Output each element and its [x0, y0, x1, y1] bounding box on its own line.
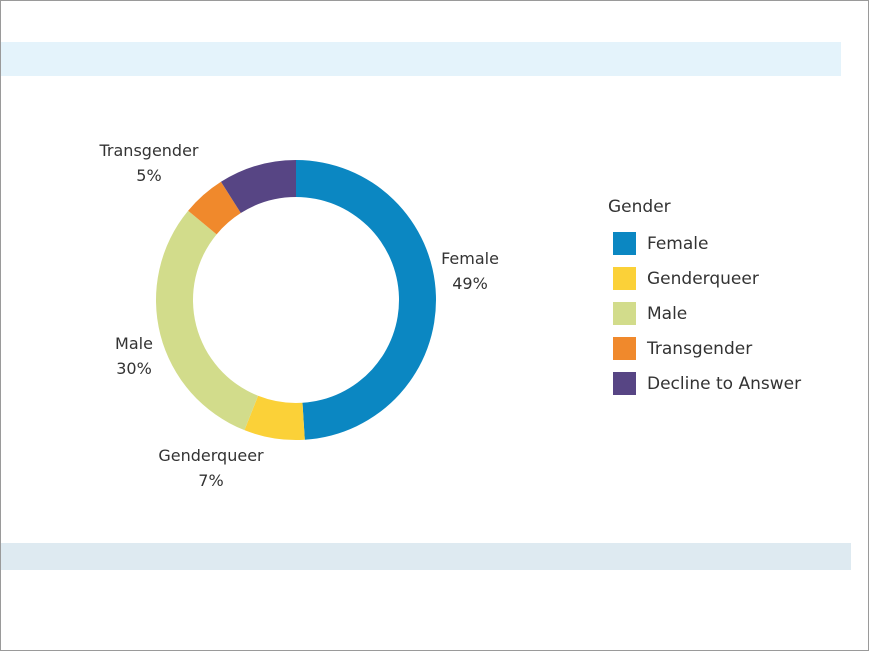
legend-items: Female Genderqueer Male Transgender Decline … [608, 226, 801, 401]
slice-label-percent: 30% [116, 359, 152, 378]
legend-title: Gender [608, 197, 671, 217]
header-band [1, 42, 841, 76]
slice-genderqueer [244, 395, 305, 440]
slice-label-name: Female [441, 249, 499, 268]
legend-item: Female [608, 226, 801, 261]
slice-label-name: Male [115, 334, 153, 353]
legend-label: Transgender [647, 338, 753, 359]
slice-label-percent: 5% [136, 166, 161, 185]
slice-label-name: Genderqueer [158, 446, 264, 465]
legend-item: Decline to Answer [608, 366, 801, 401]
slice-female [296, 160, 436, 440]
slice-male [156, 210, 259, 431]
legend-label: Female [647, 233, 709, 254]
slice-decline-to-answer [220, 160, 296, 214]
legend: Gender Female Genderqueer Male Transgender D… [608, 197, 801, 401]
legend-label: Decline to Answer [647, 373, 802, 394]
slice-label-percent: 7% [198, 471, 223, 490]
legend-item: Male [608, 296, 801, 331]
slice-label-percent: 49% [452, 274, 488, 293]
legend-swatch [613, 267, 636, 290]
footer-band [1, 543, 851, 570]
slice-transgender [188, 181, 241, 235]
legend-item: Transgender [608, 331, 801, 366]
legend-label: Genderqueer [647, 268, 759, 289]
legend-swatch [613, 337, 636, 360]
slice-labels: Female 49% Genderqueer 7% Male 30% Transgender… [99, 141, 499, 490]
legend-swatch [613, 232, 636, 255]
legend-swatch [613, 372, 636, 395]
legend-swatch [613, 302, 636, 325]
legend-label: Male [647, 303, 688, 324]
legend-item: Genderqueer [608, 261, 801, 296]
donut-slices [156, 160, 436, 440]
slice-label-name: Transgender [99, 141, 199, 160]
